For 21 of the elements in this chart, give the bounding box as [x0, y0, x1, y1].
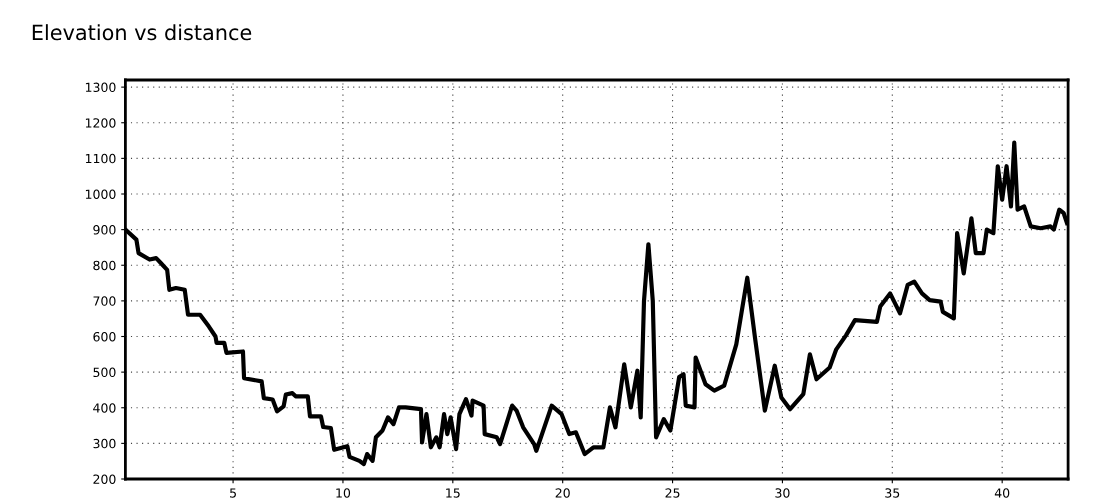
x-tick-label: 35 [885, 488, 900, 498]
y-tick-label: 500 [93, 367, 116, 378]
y-tick-label: 400 [93, 403, 116, 413]
y-tick-label: 1300 [85, 82, 116, 93]
x-tick-label: 40 [994, 488, 1010, 498]
y-tick-label: 800 [93, 260, 116, 271]
x-tick-label: 30 [775, 488, 790, 498]
y-tick-label: 1200 [85, 118, 116, 128]
y-tick-label: 700 [93, 296, 116, 306]
x-tick-label: 20 [555, 488, 570, 498]
x-tick-label: 15 [446, 488, 460, 498]
x-tick-label: 25 [665, 488, 680, 498]
y-tick-label: 300 [93, 438, 116, 449]
y-tick-label: 1000 [85, 189, 116, 199]
y-tick-label: 600 [93, 331, 116, 342]
y-tick-label: 1100 [85, 153, 116, 164]
x-tick-label: 10 [336, 488, 351, 498]
chart-title: Elevation vs distance [32, 24, 252, 41]
y-tick-label: 900 [93, 225, 116, 235]
y-tick-label: 200 [93, 474, 116, 484]
x-tick-label: 5 [230, 488, 236, 498]
